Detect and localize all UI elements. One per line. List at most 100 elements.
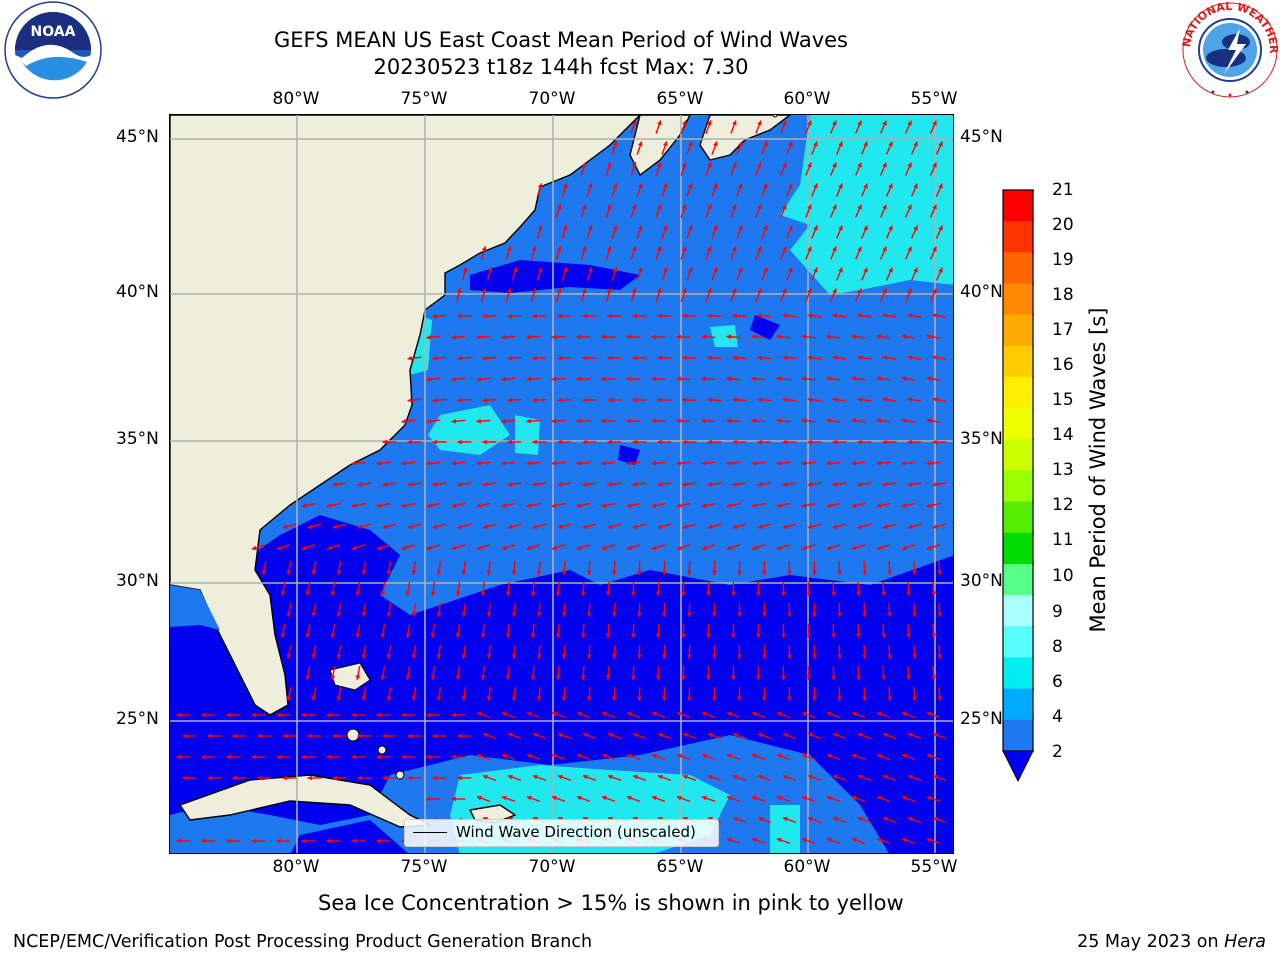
wave-arrow-head	[732, 816, 738, 822]
lat-label-right: 45°N	[960, 127, 1003, 147]
wave-arrow-head	[838, 267, 843, 273]
wave-arrow-head	[863, 141, 868, 147]
wave-arrow-head	[501, 503, 507, 508]
wave-arrow-head	[601, 545, 607, 551]
lat-label-right: 35°N	[960, 429, 1003, 449]
wave-arrow-head	[938, 267, 943, 273]
wave-arrow-head	[912, 570, 917, 575]
wave-arrow-head	[476, 503, 482, 508]
wave-arrow-head	[732, 355, 737, 361]
wave-arrow-head	[807, 774, 813, 780]
wave-arrow-head	[932, 524, 938, 529]
wave-arrow-head	[501, 460, 506, 466]
wave-arrow-head	[411, 696, 417, 701]
wave-arrow-head	[507, 774, 513, 780]
wave-arrow-head	[682, 482, 688, 487]
wave-arrow-head	[607, 288, 612, 294]
wave-arrow-head	[426, 376, 432, 382]
wave-arrow-head	[857, 774, 863, 780]
wave-arrow-head	[782, 288, 787, 294]
colorbar-tick: 9	[1052, 602, 1063, 622]
wave-arrow-head	[251, 754, 256, 760]
wave-arrow-head	[926, 418, 932, 423]
wave-arrow-head	[901, 503, 907, 508]
wave-arrow-head	[507, 482, 513, 487]
wave-arrow-head	[738, 267, 743, 273]
wave-arrow-head	[757, 204, 762, 210]
wave-arrow-head	[651, 334, 656, 340]
wave-arrow-head	[501, 545, 507, 551]
wave-arrow-head	[787, 612, 792, 617]
wave-arrow-head	[476, 753, 482, 759]
wave-arrow-head	[701, 753, 707, 759]
wave-arrow-head	[937, 696, 942, 701]
colorbar-segment	[1003, 408, 1033, 440]
wave-arrow-head	[486, 696, 492, 701]
wave-arrow-head	[831, 591, 836, 596]
wave-arrow-head	[480, 675, 486, 680]
wave-arrow-head	[355, 633, 361, 638]
wave-arrow-head	[311, 696, 317, 701]
sea-ice-note: Sea Ice Concentration > 15% is shown in …	[318, 891, 904, 915]
wave-arrow-head	[938, 183, 943, 189]
wave-arrow-head	[732, 397, 737, 403]
wave-arrow-head	[507, 524, 513, 529]
wave-arrow-head	[357, 775, 362, 781]
wave-arrow-head	[657, 313, 662, 319]
wave-arrow-head	[351, 460, 356, 466]
wave-arrow-head	[481, 288, 487, 294]
wave-arrow-head	[405, 591, 411, 596]
wave-arrow-head	[626, 711, 632, 717]
wave-arrow-head	[501, 795, 507, 801]
wave-arrow-head	[507, 732, 513, 738]
arrow-legend-label: Wind Wave Direction (unscaled)	[456, 823, 696, 841]
wave-arrow-head	[857, 397, 863, 402]
wave-arrow-head	[607, 204, 612, 210]
wave-arrow-head	[556, 288, 562, 294]
wave-arrow-head	[907, 120, 912, 126]
wave-arrow-head	[582, 439, 587, 445]
wave-arrow-head	[856, 675, 861, 680]
wave-arrow-head	[486, 612, 492, 617]
wave-arrow-head	[426, 460, 431, 466]
wave-arrow-head	[332, 775, 337, 781]
wave-arrow-head	[532, 482, 538, 487]
wave-arrow-head	[757, 397, 762, 403]
wave-arrow-head	[801, 503, 807, 508]
wave-arrow-head	[726, 711, 732, 717]
wave-arrow-head	[901, 460, 906, 466]
wave-arrow-head	[707, 524, 713, 529]
wave-arrow-head	[626, 795, 632, 801]
wave-arrow-head	[526, 795, 532, 801]
wave-arrow-head	[907, 816, 913, 822]
wave-arrow-head	[812, 654, 817, 659]
wave-arrow-head	[932, 482, 938, 487]
wave-arrow-head	[582, 524, 588, 529]
wave-arrow-head	[732, 162, 737, 168]
colorbar-tick: 13	[1052, 460, 1074, 480]
wave-arrow-head	[757, 355, 762, 361]
wave-arrow-head	[663, 267, 668, 273]
wave-arrow-head	[551, 545, 557, 551]
wave-arrow-head	[712, 612, 717, 617]
wave-arrow-head	[630, 675, 636, 680]
wave-arrow-head	[882, 288, 887, 294]
wave-arrow-head	[788, 225, 793, 231]
wave-arrow-head	[361, 570, 367, 575]
wave-arrow-head	[926, 334, 932, 339]
colorbar-tick: 17	[1052, 320, 1074, 340]
wave-arrow-head	[386, 696, 392, 701]
wave-arrow-head	[907, 162, 912, 168]
wave-arrow-head	[486, 570, 492, 575]
wave-arrow-head	[926, 837, 932, 843]
wave-arrow-head	[907, 397, 913, 402]
wave-arrow-head	[738, 183, 743, 189]
colorbar-tick: 15	[1052, 390, 1074, 410]
wave-arrow-head	[611, 570, 617, 575]
wave-arrow-head	[757, 732, 763, 738]
colorbar-segment	[1003, 532, 1033, 565]
wave-arrow-head	[311, 612, 317, 617]
wave-arrow-head	[776, 418, 782, 424]
wave-arrow-head	[407, 439, 412, 445]
wave-arrow-head	[507, 355, 512, 361]
